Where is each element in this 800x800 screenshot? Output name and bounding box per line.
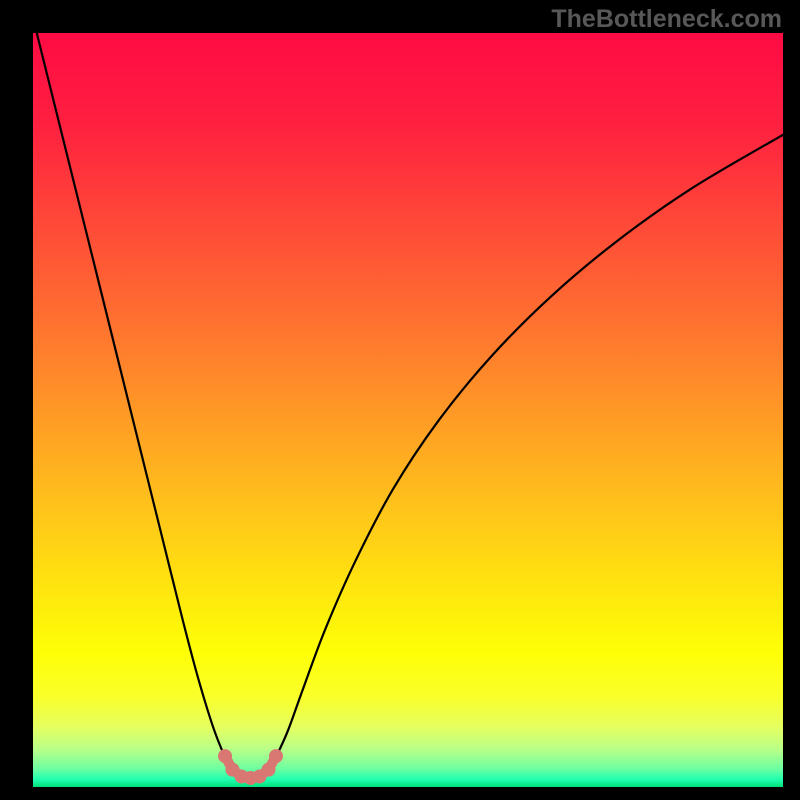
optimal-range-marker: [219, 750, 232, 763]
optimal-range-marker: [270, 750, 283, 763]
optimal-range-marker: [262, 763, 275, 776]
chart-background: [33, 33, 783, 787]
watermark-text: TheBottleneck.com: [551, 5, 782, 34]
bottleneck-chart: [33, 33, 783, 787]
